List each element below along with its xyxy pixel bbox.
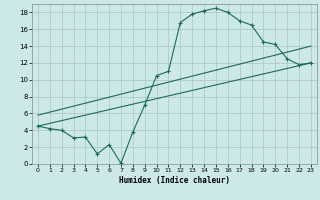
X-axis label: Humidex (Indice chaleur): Humidex (Indice chaleur) bbox=[119, 176, 230, 185]
